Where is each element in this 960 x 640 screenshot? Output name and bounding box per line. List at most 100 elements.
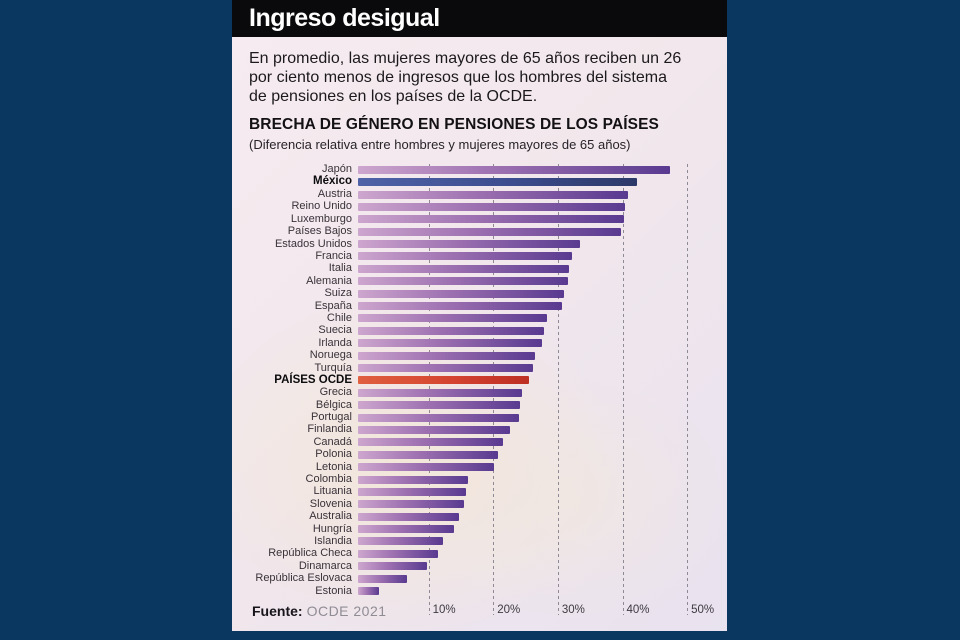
category-label: España [314,299,352,312]
bar-row: España [246,300,721,312]
category-label: Países Bajos [287,225,352,238]
category-label: Australia [309,510,352,523]
bar-track [358,537,713,546]
bar-track [358,525,713,534]
bar-row: Letonia [246,461,721,473]
bar-row: República Eslovaca [246,572,721,584]
bar-track [358,165,713,174]
bar-track [358,549,713,558]
bar-row: Francia [246,250,721,262]
category-label: Hungría [312,522,352,535]
bar-track [358,587,713,596]
bar-track [358,364,713,372]
bar-row: Canadá [246,436,721,448]
value-bar [358,314,547,323]
category-label: República Checa [268,547,352,560]
bar-row: Portugal [246,411,721,423]
page-title: Ingreso desigual [249,4,440,32]
bar-row: Turquía [246,362,721,374]
bar-row: México [246,176,721,188]
value-bar [358,475,468,484]
category-label: Chile [326,311,352,324]
bar-chart: Japón México Austria Reino Unido Luxemburgo P… [246,163,721,624]
bar-track [358,215,713,224]
value-bar [358,227,621,236]
category-label: Grecia [319,386,352,399]
intro-text: En promedio, las mujeres mayores de 65 a… [249,50,682,106]
bar-track [358,388,713,397]
value-bar [358,413,520,422]
value-bar [358,562,428,571]
value-bar [358,215,624,224]
title-bar: Ingreso desigual [232,0,727,37]
value-bar [358,351,535,360]
bar-row: Estonia [246,585,721,597]
value-bar [358,500,464,509]
category-label: Alemania [306,274,352,287]
value-bar [358,178,638,187]
category-label: Letonia [315,460,352,473]
value-bar [358,574,407,583]
category-label: Islandia [314,534,352,547]
value-bar [358,537,444,546]
bar-track [358,562,713,571]
bar-row: Finlandia [246,424,721,436]
bar-track [358,438,713,447]
bar-track [358,202,713,211]
category-label: Slovenia [309,497,352,510]
value-bar [358,388,522,397]
x-axis: Fuente: OCDE 2021 10% 20% 30% 40% 50% [246,597,721,623]
bar-row: Reino Unido [246,201,721,213]
bar-track [358,351,713,360]
category-label: Estados Unidos [274,237,352,250]
gridline [687,163,689,616]
bar-track [358,512,713,521]
category-label: Italia [328,262,352,275]
bar-track [358,302,713,311]
bar-track [358,413,713,422]
source-value: OCDE 2021 [306,603,387,620]
category-label: Francia [315,249,352,262]
bar-track [358,376,713,385]
bar-row: Lituania [246,486,721,498]
value-bar [358,165,671,174]
bar-track [358,463,713,472]
bar-row: Austria [246,188,721,200]
category-label: Luxemburgo [290,212,352,225]
bar-track [358,574,713,583]
bar-row: Suecia [246,325,721,337]
bar-row: Alemania [246,275,721,287]
value-bar [358,512,459,521]
category-label: Suiza [324,287,352,300]
bar-row: Italia [246,263,721,275]
bar-row: PAÍSES OCDE [246,374,721,386]
bar-track [358,500,713,509]
bar-track [358,240,713,249]
gridline [557,163,559,616]
value-bar [358,425,510,434]
category-label: Japón [322,163,352,176]
bar-row: Dinamarca [246,560,721,572]
gridline [622,163,624,616]
category-label: México [313,175,352,188]
bar-track [358,252,713,261]
bar-row: Grecia [246,387,721,399]
x-tick-labels: 10% 20% 30% 40% 50% [364,597,715,623]
category-label: Reino Unido [291,200,352,213]
bar-row: Suiza [246,287,721,299]
category-label: PAÍSES OCDE [274,373,352,386]
value-bar [358,202,625,211]
category-label: Irlanda [318,336,352,349]
category-label: República Eslovaca [255,572,352,585]
value-bar [358,438,503,447]
bar-row: Noruega [246,349,721,361]
value-bar [358,339,543,348]
value-bar [358,364,533,372]
x-tick-label: 20% [497,604,521,617]
category-label: Finlandia [307,423,352,436]
bar-track [358,475,713,484]
bar-track [358,487,713,496]
value-bar [358,326,545,335]
bar-row: Estados Unidos [246,238,721,250]
